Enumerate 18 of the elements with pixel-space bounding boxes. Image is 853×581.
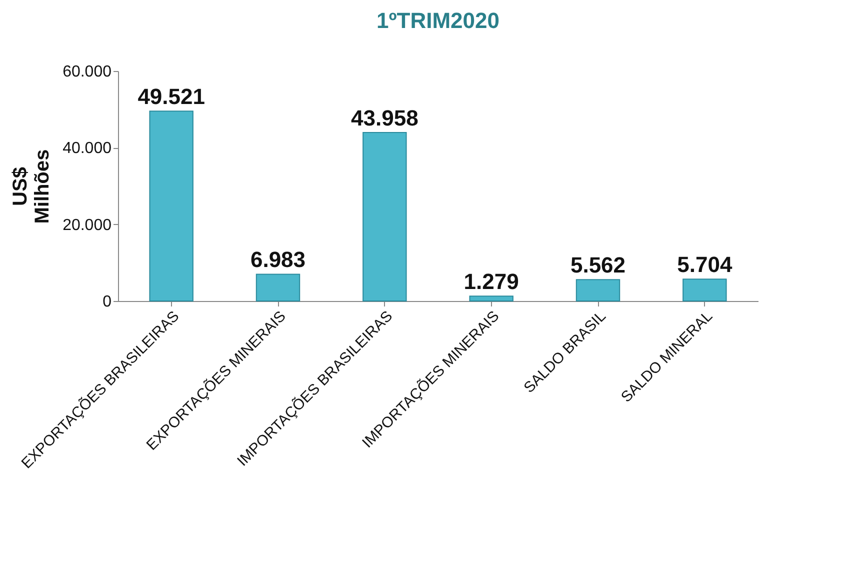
y-tick-label: 0: [102, 294, 112, 310]
bar: [256, 274, 300, 302]
bar: [682, 278, 727, 302]
bar: [576, 279, 620, 302]
data-label: 5.704: [677, 252, 733, 278]
y-axis-title: US$ Milhões: [10, 149, 54, 224]
data-label: 49.521: [138, 84, 205, 110]
y-tick-label: 60.000: [62, 64, 112, 80]
bar: [149, 110, 194, 302]
bar: [362, 132, 407, 302]
y-tick-label: 20.000: [62, 216, 112, 234]
data-label: 1.279: [464, 269, 519, 294]
data-label: 6.983: [250, 247, 306, 272]
y-tick-label: 40.000: [62, 140, 112, 158]
chart-title: 1ºTRIM2020: [376, 8, 500, 33]
data-label: 5.562: [570, 252, 626, 278]
bar: [469, 296, 514, 302]
data-label: 43.958: [351, 105, 418, 130]
